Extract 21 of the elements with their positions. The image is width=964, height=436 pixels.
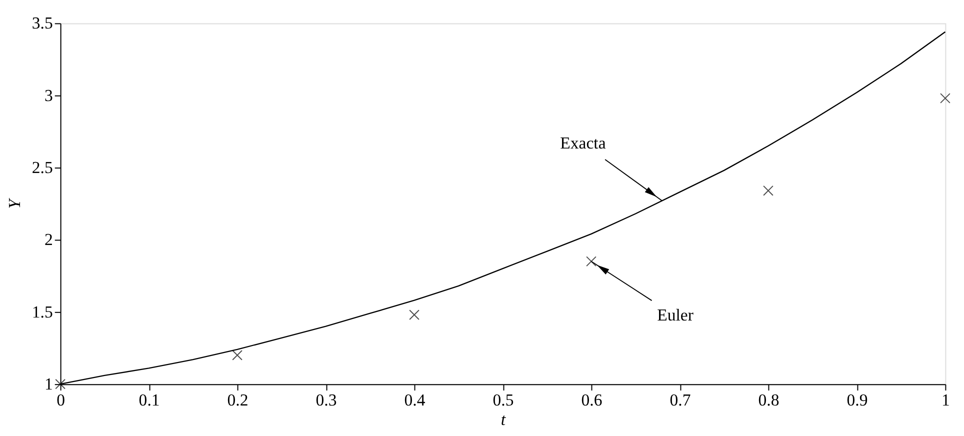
x-tick-label: 0 bbox=[56, 390, 66, 410]
y-tick-label: 2 bbox=[44, 230, 53, 250]
x-tick-label: 1 bbox=[942, 390, 950, 410]
x-tick-label: 0.8 bbox=[758, 390, 780, 410]
x-tick-label: 0.4 bbox=[404, 390, 426, 410]
y-axis-title: Y bbox=[5, 198, 24, 209]
x-tick-label: 0.2 bbox=[227, 390, 248, 410]
y-tick-label: 3 bbox=[44, 86, 53, 105]
x-tick-label: 0.5 bbox=[492, 390, 514, 410]
x-tick-label: 0.9 bbox=[846, 390, 868, 410]
y-tick-label: 1 bbox=[44, 374, 53, 394]
y-tick-label: 1.5 bbox=[32, 302, 53, 322]
x-tick-label: 0.6 bbox=[581, 390, 602, 410]
y-tick-label: 3.5 bbox=[32, 14, 53, 33]
x-axis-title: t bbox=[500, 410, 506, 430]
x-tick-label: 0.1 bbox=[138, 390, 160, 410]
x-tick-label: 0.3 bbox=[316, 390, 337, 410]
y-tick-label: 2.5 bbox=[32, 158, 53, 177]
annotation: Exacta bbox=[560, 133, 606, 152]
annotation: Euler bbox=[657, 306, 694, 325]
x-tick-label: 0.7 bbox=[670, 390, 691, 410]
